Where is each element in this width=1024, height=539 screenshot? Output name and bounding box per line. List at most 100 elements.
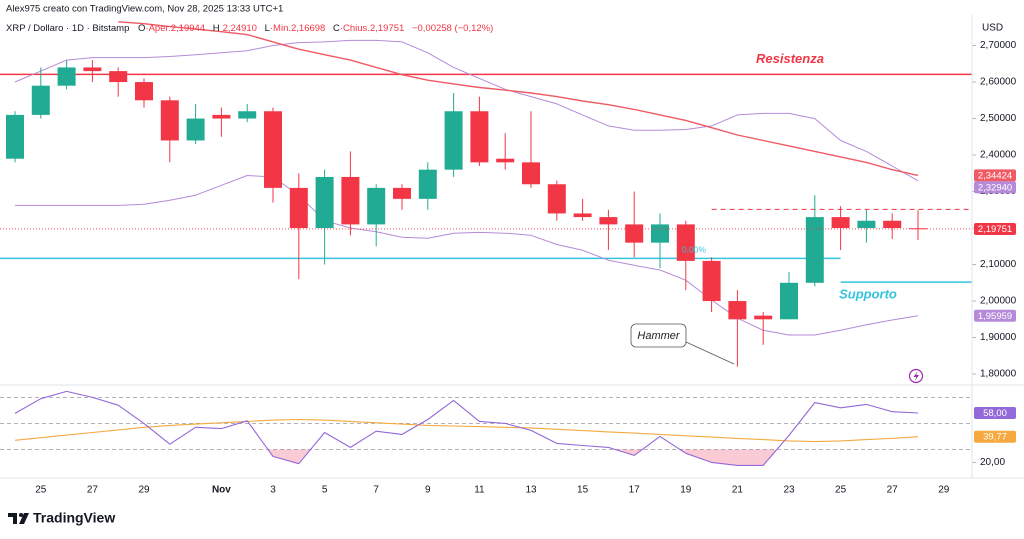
x-tick-label: 7: [373, 485, 379, 496]
candle-body: [212, 114, 231, 119]
candle-body: [676, 224, 695, 261]
legend-value: ·Min.2,16698: [270, 23, 325, 34]
x-tick-label: 23: [783, 485, 795, 496]
footer-logo: TradingView: [8, 510, 115, 526]
candle-body: [444, 111, 463, 170]
percent-label: 0,00%: [682, 244, 707, 254]
line-label: Resistenza: [756, 51, 824, 66]
candle-body: [651, 224, 669, 243]
labels-layer: 2,700002,600002,500002,400002,300002,200…: [35, 40, 1016, 495]
rsi-pane: [0, 390, 972, 466]
y-tick-label: 1,80000: [980, 369, 1017, 380]
candle-body: [883, 220, 902, 229]
symbol: XRP / Dollaro · 1D · Bitstamp: [6, 23, 129, 34]
x-tick-label: 27: [87, 485, 99, 496]
legend-key: O: [138, 23, 145, 34]
callout-line: [685, 341, 735, 365]
candle-body: [109, 71, 128, 83]
candle-body: [186, 118, 205, 141]
x-tick-label: 3: [270, 485, 276, 496]
price-badge-label: 2,34424: [978, 170, 1012, 181]
candle-body: [573, 213, 592, 218]
x-tick-label: 15: [577, 485, 589, 496]
candle-body: [393, 187, 411, 199]
candle-body: [264, 111, 282, 188]
candle-body: [831, 217, 850, 229]
candle-body: [83, 67, 102, 72]
candle-body: [805, 217, 824, 283]
candle-body: [6, 114, 24, 159]
price-pane: [0, 21, 972, 367]
legend-value: ·Chius.2,19751: [340, 23, 404, 34]
legend-key: L: [265, 23, 270, 34]
legend-key: H: [213, 23, 220, 34]
price-badge: [974, 181, 1016, 194]
price-badge-label: 2,19751: [978, 224, 1012, 235]
y-tick-label: 2,10000: [980, 259, 1017, 270]
y-tick-label: 2,00000: [980, 296, 1017, 307]
candle-body: [315, 176, 334, 229]
x-tick-label: 29: [938, 485, 950, 496]
price-badge: [974, 430, 1016, 443]
candle-body: [857, 220, 876, 229]
candle-body: [702, 260, 721, 302]
header: Alex975 creato con TradingView.com, Nov …: [6, 4, 283, 15]
callout-box: [630, 323, 687, 348]
alert-icon: [908, 368, 924, 384]
callout-text: Hammer: [637, 330, 681, 342]
band-line: [15, 175, 919, 336]
price-badge: [974, 309, 1016, 322]
candle-body: [238, 111, 257, 119]
rsi-oversold-fill: [15, 449, 918, 466]
legend-change: −0,00258 (−0,12%): [412, 23, 493, 34]
y-tick-label: 1,90000: [980, 332, 1017, 343]
x-tick-label: 25: [35, 485, 47, 496]
price-badge-label: 39,77: [983, 432, 1007, 443]
y-tick-label: 2,50000: [980, 113, 1017, 124]
candle-body: [418, 169, 437, 199]
candle-body: [289, 187, 308, 229]
x-tick-label: 25: [835, 485, 847, 496]
rsi-line: [14, 390, 919, 466]
candle-body: [160, 100, 179, 141]
x-tick-label: 27: [887, 485, 899, 496]
legend-key: C: [333, 23, 340, 34]
candle-body: [780, 282, 798, 320]
rsi-y-tick-label: 20,00: [980, 457, 1005, 468]
brand: TradingView: [33, 510, 115, 526]
x-tick-label: 5: [322, 485, 328, 496]
y-tick-label: 2,60000: [980, 77, 1017, 88]
x-tick-label: 11: [474, 485, 485, 496]
candle-body: [728, 301, 747, 320]
candle-body: [522, 162, 540, 185]
price-badge: [974, 222, 1016, 235]
candle-body: [625, 224, 644, 243]
price-badge: [974, 407, 1016, 419]
candle-body: [57, 67, 76, 86]
y-tick-label: 2,40000: [980, 150, 1017, 161]
x-tick-label: 9: [425, 485, 431, 496]
candle-body: [31, 85, 50, 115]
x-tick-label: 21: [732, 485, 744, 496]
currency: USD: [982, 23, 1003, 34]
price-badge-label: 58,00: [983, 408, 1007, 419]
price-badge: [974, 169, 1016, 182]
candle-body: [599, 217, 618, 225]
band-line: [14, 39, 919, 182]
x-tick-label: 13: [525, 485, 537, 496]
y-tick-label: 2,70000: [980, 40, 1017, 51]
rsi-average-line: [14, 418, 919, 443]
x-tick-label: Nov: [212, 485, 231, 496]
x-tick-label: 29: [138, 485, 150, 496]
price-badge-label: 1,95959: [978, 311, 1012, 322]
candle-body: [547, 184, 566, 214]
price-badge-label: 2,32940: [978, 182, 1012, 193]
x-tick-label: 19: [680, 485, 692, 496]
candle-body: [135, 82, 153, 101]
legend-value: 2,24910: [223, 23, 257, 34]
line-label: Supporto: [839, 287, 897, 302]
legend: XRP / Dollaro · 1D · Bitstamp O·Aper.2,1…: [6, 23, 493, 34]
candle-body: [496, 158, 515, 163]
